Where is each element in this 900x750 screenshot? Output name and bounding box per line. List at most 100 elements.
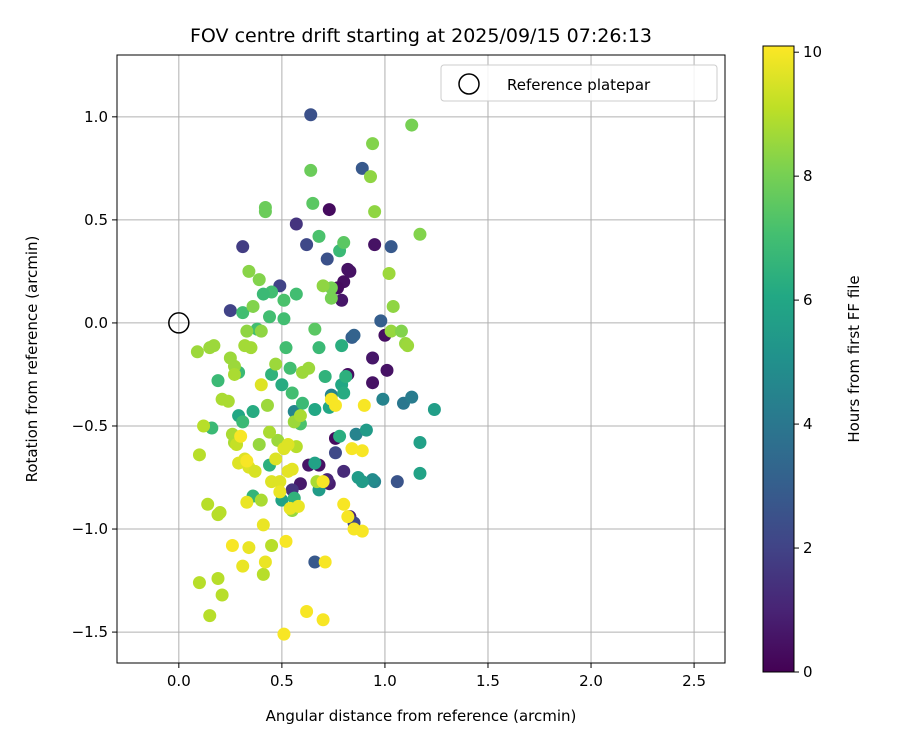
data-point xyxy=(347,328,361,342)
data-point xyxy=(413,466,427,480)
x-tick-label: 2.5 xyxy=(682,672,706,690)
data-point xyxy=(366,376,380,390)
data-point xyxy=(244,341,258,355)
data-point xyxy=(248,464,262,478)
data-point xyxy=(390,475,404,489)
data-point xyxy=(405,390,419,404)
data-point xyxy=(279,534,293,548)
colorbar-label: Hours from first FF file xyxy=(845,275,863,442)
x-tick-label: 2.0 xyxy=(579,672,603,690)
data-point xyxy=(337,497,351,511)
data-point xyxy=(339,370,353,384)
colorbar-tick-label: 6 xyxy=(803,291,813,309)
data-point xyxy=(308,322,322,336)
data-point xyxy=(355,524,369,538)
data-point xyxy=(260,398,274,412)
data-point xyxy=(192,576,206,590)
data-point xyxy=(277,293,291,307)
data-point xyxy=(289,287,303,301)
reference-platepar-marker xyxy=(168,312,190,334)
data-point xyxy=(384,240,398,254)
data-point xyxy=(279,341,293,355)
data-point xyxy=(256,518,270,532)
data-point xyxy=(318,370,332,384)
y-axis-label: Rotation from reference (arcmin) xyxy=(23,236,41,483)
data-point xyxy=(386,299,400,313)
data-point xyxy=(337,236,351,250)
data-point xyxy=(285,386,299,400)
data-point xyxy=(201,497,215,511)
data-point xyxy=(252,273,266,287)
data-point xyxy=(316,475,330,489)
data-point xyxy=(364,170,378,184)
data-point xyxy=(382,266,396,280)
data-point xyxy=(316,613,330,627)
colorbar-tick-label: 0 xyxy=(803,663,813,681)
data-point xyxy=(304,108,318,122)
legend-reference-marker xyxy=(458,73,480,95)
data-point xyxy=(254,493,268,507)
data-point xyxy=(269,357,283,371)
data-point xyxy=(203,609,217,623)
data-point xyxy=(258,201,272,215)
x-tick-label: 0.5 xyxy=(270,672,294,690)
data-point xyxy=(254,324,268,338)
data-point xyxy=(324,291,338,305)
legend-box xyxy=(440,64,718,102)
data-point xyxy=(355,444,369,458)
data-point xyxy=(345,442,359,456)
data-point xyxy=(225,539,239,553)
data-point xyxy=(427,402,441,416)
chart-title: FOV centre drift starting at 2025/09/15 … xyxy=(190,25,652,47)
data-point xyxy=(335,339,349,353)
data-point xyxy=(405,118,419,132)
data-point xyxy=(306,196,320,210)
x-axis-ticks: 0.0 0.5 1.0 1.5 2.0 2.5 xyxy=(167,663,706,690)
data-point xyxy=(236,415,250,429)
data-point xyxy=(333,429,347,443)
data-point xyxy=(256,567,270,581)
data-point xyxy=(277,627,291,641)
data-point xyxy=(366,473,380,487)
data-point xyxy=(281,438,295,452)
y-tick-label: 0.5 xyxy=(84,211,108,229)
data-point xyxy=(300,604,314,618)
data-point xyxy=(318,555,332,569)
data-point xyxy=(337,386,351,400)
data-point xyxy=(246,299,260,313)
data-point xyxy=(308,402,322,416)
data-point xyxy=(211,571,225,585)
data-point xyxy=(256,287,270,301)
data-point xyxy=(308,555,322,569)
y-tick-label: 1.0 xyxy=(84,108,108,126)
data-point xyxy=(273,485,287,499)
data-point xyxy=(337,464,351,478)
data-point xyxy=(384,324,398,338)
data-point xyxy=(368,238,382,252)
data-point xyxy=(265,539,279,553)
data-point xyxy=(341,510,355,524)
data-point xyxy=(265,367,279,381)
data-point xyxy=(213,506,227,520)
data-point xyxy=(215,392,229,406)
data-point xyxy=(285,462,299,476)
data-point xyxy=(275,378,289,392)
data-point xyxy=(283,361,297,375)
data-point xyxy=(240,324,254,338)
data-point xyxy=(343,264,357,278)
colorbar-tick-label: 8 xyxy=(803,167,813,185)
x-axis-label: Angular distance from reference (arcmin) xyxy=(266,707,577,725)
data-point xyxy=(374,314,388,328)
data-point xyxy=(320,252,334,266)
data-point xyxy=(366,351,380,365)
data-point xyxy=(236,240,250,254)
colorbar-tick-label: 4 xyxy=(803,415,813,433)
data-point xyxy=(308,456,322,470)
data-point xyxy=(240,454,254,468)
colorbar-ticks: 0 2 4 6 8 10 xyxy=(794,43,822,681)
data-point xyxy=(413,227,427,241)
data-point xyxy=(355,161,369,175)
data-point xyxy=(357,398,371,412)
data-point xyxy=(236,306,250,320)
